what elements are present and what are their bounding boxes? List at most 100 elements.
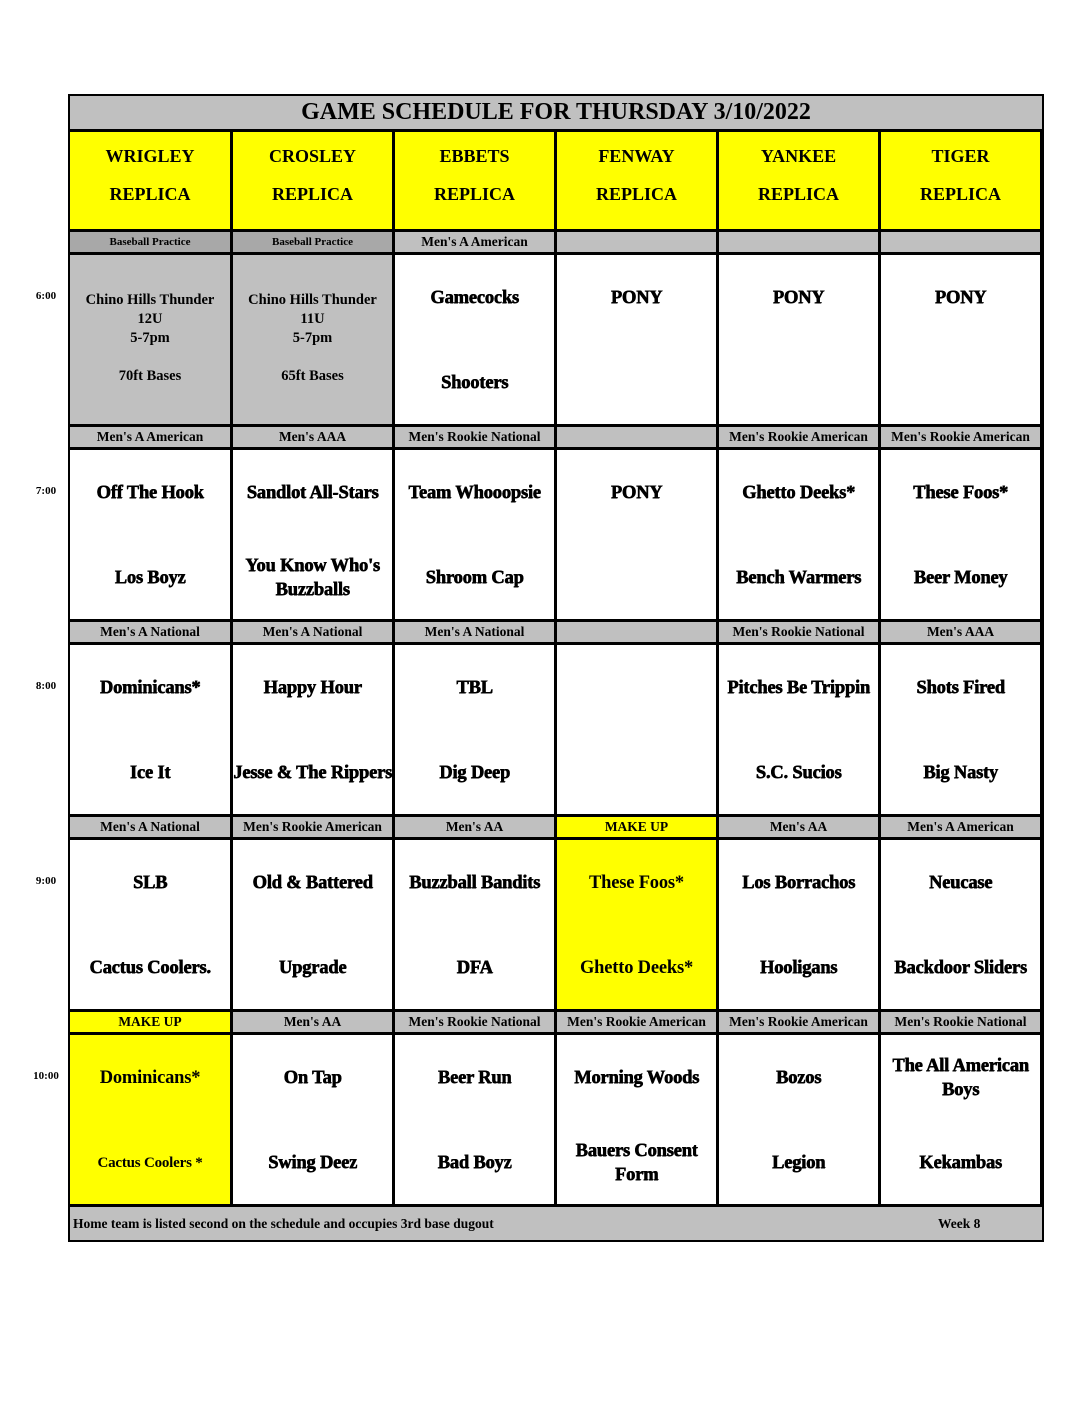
away-team: PONY: [610, 483, 663, 503]
game-cell: Old & Battered Upgrade: [233, 840, 392, 1009]
game-cell: Chino Hills Thunder 11U 5-7pm 65ft Bases: [233, 255, 392, 424]
field-subtitle: REPLICA: [271, 184, 353, 204]
home-team: S.C. Sucios: [755, 763, 842, 783]
time-label: 10:00: [33, 1070, 59, 1082]
field-header-yankee: YANKEE REPLICA: [719, 132, 878, 229]
home-team: Swing Deez: [268, 1153, 357, 1173]
game-cell: [557, 645, 716, 814]
division-label: Men's AAA: [881, 622, 1040, 642]
practice-line: Chino Hills Thunder: [248, 292, 377, 308]
game-cell: Gamecocks Shooters: [395, 255, 554, 424]
home-team: You Know Who's Buzzballs: [245, 556, 380, 600]
field-header-tiger: TIGER REPLICA: [881, 132, 1040, 229]
home-team: Big Nasty: [923, 763, 998, 783]
home-team: Hooligans: [759, 958, 838, 978]
home-team: Shooters: [440, 373, 509, 393]
game-cell: Team Whooopsie Shroom Cap: [395, 450, 554, 619]
division-label: Men's A American: [395, 232, 554, 252]
division-label: Men's A National: [233, 622, 392, 642]
practice-line: 5-7pm: [292, 330, 333, 346]
game-cell: Dominicans* Cactus Coolers *: [70, 1035, 230, 1204]
home-team: Legion: [771, 1153, 826, 1173]
field-header-wrigley: WRIGLEY REPLICA: [70, 132, 230, 229]
away-team: Old & Battered: [252, 873, 373, 893]
field-subtitle: REPLICA: [919, 184, 1001, 204]
home-team: Ice It: [129, 763, 171, 783]
practice-line: 11U: [300, 311, 325, 327]
division-label: Men's Rookie American: [557, 1012, 716, 1032]
division-label: Baseball Practice: [233, 232, 392, 252]
home-team: Kekambas: [919, 1153, 1002, 1173]
game-cell: PONY: [557, 255, 716, 424]
division-label: Men's A American: [70, 427, 230, 447]
away-team: The All American Boys: [892, 1056, 1029, 1100]
home-team: Bauers Consent Form: [575, 1141, 698, 1185]
away-team: Gamecocks: [430, 288, 519, 308]
home-team: Shroom Cap: [425, 568, 524, 588]
division-label: Men's AA: [395, 817, 554, 837]
footer-note: Home team is listed second on the schedu…: [73, 1216, 494, 1231]
away-team: On Tap: [283, 1068, 342, 1088]
away-team: Neucase: [928, 873, 993, 893]
practice-info: Chino Hills Thunder 11U 5-7pm 65ft Bases: [233, 291, 392, 386]
practice-line: Chino Hills Thunder: [85, 292, 215, 308]
home-team: Los Boyz: [114, 568, 186, 588]
home-team: Bad Boyz: [437, 1153, 512, 1173]
away-team: Dominicans*: [99, 1068, 201, 1088]
game-cell: These Foos* Beer Money: [881, 450, 1040, 619]
field-header-ebbets: EBBETS REPLICA: [395, 132, 554, 229]
game-cell: Buzzball Bandits DFA: [395, 840, 554, 1009]
division-label: Men's Rookie American: [719, 427, 878, 447]
division-label: Men's Rookie National: [395, 1012, 554, 1032]
game-cell: TBL Dig Deep: [395, 645, 554, 814]
home-team: Bench Warmers: [735, 568, 861, 588]
division-label: Men's Rookie National: [719, 622, 878, 642]
home-team: DFA: [456, 958, 493, 978]
field-name: EBBETS: [439, 146, 510, 166]
game-cell: The All American Boys Kekambas: [881, 1035, 1040, 1204]
division-label: Men's Rookie American: [881, 427, 1040, 447]
practice-line: 70ft Bases: [118, 368, 182, 384]
away-team: Dominicans*: [99, 678, 201, 698]
away-team: PONY: [934, 288, 987, 308]
home-team: Upgrade: [278, 958, 347, 978]
time-label: 9:00: [35, 875, 57, 887]
away-team: PONY: [610, 288, 663, 308]
game-cell: Sandlot All-Stars You Know Who's Buzzball…: [233, 450, 392, 619]
home-team: Cactus Coolers.: [89, 958, 211, 978]
game-cell: Beer Run Bad Boyz: [395, 1035, 554, 1204]
division-label: Men's A National: [395, 622, 554, 642]
game-cell: Shots Fired Big Nasty: [881, 645, 1040, 814]
field-header-crosley: CROSLEY REPLICA: [233, 132, 392, 229]
footer: Home team is listed second on the schedu…: [70, 1207, 1042, 1240]
home-team: Ghetto Deeks*: [579, 958, 693, 978]
field-name: FENWAY: [598, 146, 675, 166]
game-cell: These Foos* Ghetto Deeks*: [557, 840, 716, 1009]
away-team: Beer Run: [437, 1068, 512, 1088]
division-label: Men's AA: [233, 1012, 392, 1032]
away-team: These Foos*: [913, 483, 1008, 503]
field-subtitle: REPLICA: [109, 184, 191, 204]
division-label: Men's Rookie National: [395, 427, 554, 447]
division-label: Baseball Practice: [70, 232, 230, 252]
away-team: Ghetto Deeks*: [741, 483, 855, 503]
field-subtitle: REPLICA: [757, 184, 839, 204]
practice-info: Chino Hills Thunder 12U 5-7pm 70ft Bases: [70, 291, 230, 386]
game-cell: Neucase Backdoor Sliders: [881, 840, 1040, 1009]
practice-line: 12U: [137, 311, 163, 327]
practice-line: [70, 348, 230, 367]
week-label: Week 8: [938, 1216, 981, 1231]
home-team: Beer Money: [913, 568, 1008, 588]
division-label: Men's Rookie National: [881, 1012, 1040, 1032]
away-team: Buzzball Bandits: [409, 873, 540, 893]
field-name: TIGER: [931, 146, 990, 166]
game-cell: Ghetto Deeks* Bench Warmers: [719, 450, 878, 619]
division-label: [557, 232, 716, 252]
time-label: 7:00: [35, 485, 57, 497]
away-team: Sandlot All-Stars: [246, 483, 379, 503]
game-cell: Los Borrachos Hooligans: [719, 840, 878, 1009]
schedule-table: GAME SCHEDULE FOR THURSDAY 3/10/2022 WRIG…: [68, 94, 1044, 1242]
division-label: Men's Rookie American: [233, 817, 392, 837]
away-team: Happy Hour: [263, 678, 362, 698]
away-team: Pitches Be Trippin: [727, 678, 870, 698]
